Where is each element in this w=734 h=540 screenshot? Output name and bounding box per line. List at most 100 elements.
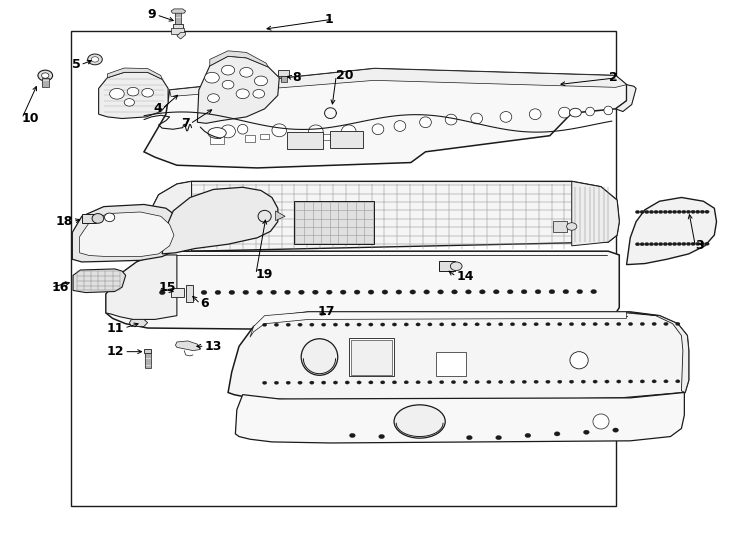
- Circle shape: [205, 72, 219, 83]
- Text: 18: 18: [56, 215, 73, 228]
- Polygon shape: [107, 68, 162, 79]
- Circle shape: [229, 290, 235, 294]
- Text: 2: 2: [609, 71, 618, 84]
- Ellipse shape: [221, 125, 236, 138]
- Bar: [553, 220, 567, 232]
- Bar: [277, 70, 289, 76]
- Circle shape: [379, 434, 385, 438]
- Circle shape: [644, 242, 649, 246]
- Text: 17: 17: [317, 306, 335, 319]
- Circle shape: [333, 323, 338, 326]
- Ellipse shape: [470, 113, 482, 124]
- Circle shape: [593, 322, 597, 326]
- Ellipse shape: [593, 414, 609, 429]
- Circle shape: [382, 290, 388, 294]
- Circle shape: [222, 80, 234, 89]
- Circle shape: [664, 380, 668, 383]
- Circle shape: [584, 430, 589, 434]
- Polygon shape: [250, 312, 627, 337]
- Circle shape: [416, 381, 421, 384]
- Text: 12: 12: [106, 345, 124, 358]
- Circle shape: [636, 211, 640, 214]
- Circle shape: [357, 323, 361, 326]
- Ellipse shape: [372, 124, 384, 134]
- Circle shape: [424, 290, 429, 294]
- Circle shape: [636, 242, 640, 246]
- Circle shape: [428, 381, 432, 384]
- Circle shape: [345, 381, 349, 384]
- Ellipse shape: [394, 405, 446, 438]
- Circle shape: [677, 210, 681, 213]
- Circle shape: [675, 380, 680, 383]
- Circle shape: [640, 380, 644, 383]
- Circle shape: [437, 290, 443, 294]
- Text: 19: 19: [256, 268, 273, 281]
- Circle shape: [345, 323, 349, 326]
- Circle shape: [201, 291, 207, 295]
- Polygon shape: [144, 69, 627, 168]
- Polygon shape: [98, 72, 168, 118]
- Circle shape: [349, 433, 355, 437]
- Bar: [288, 133, 299, 140]
- Circle shape: [554, 431, 560, 436]
- Circle shape: [675, 322, 680, 326]
- Ellipse shape: [308, 125, 323, 138]
- Text: 15: 15: [159, 281, 176, 294]
- Text: 4: 4: [153, 103, 162, 116]
- Text: 7: 7: [181, 117, 190, 130]
- Circle shape: [208, 94, 219, 103]
- Circle shape: [487, 323, 491, 326]
- Circle shape: [173, 291, 179, 295]
- Circle shape: [275, 381, 279, 384]
- Bar: [210, 136, 225, 144]
- Circle shape: [222, 65, 235, 75]
- Bar: [171, 288, 184, 297]
- Circle shape: [285, 290, 291, 294]
- Circle shape: [570, 109, 581, 117]
- Polygon shape: [627, 198, 716, 265]
- Bar: [330, 131, 363, 147]
- Circle shape: [333, 381, 338, 384]
- Circle shape: [581, 322, 586, 326]
- Circle shape: [700, 242, 705, 246]
- Bar: [144, 349, 151, 353]
- Circle shape: [663, 242, 667, 246]
- Polygon shape: [144, 181, 619, 251]
- Circle shape: [510, 380, 515, 383]
- Circle shape: [628, 380, 633, 383]
- Circle shape: [321, 323, 326, 326]
- Circle shape: [654, 242, 658, 246]
- Text: 6: 6: [200, 298, 209, 310]
- Circle shape: [299, 290, 305, 294]
- Circle shape: [310, 381, 314, 384]
- Circle shape: [357, 381, 361, 384]
- Circle shape: [215, 291, 221, 295]
- Bar: [286, 132, 323, 149]
- Circle shape: [677, 242, 681, 246]
- Circle shape: [392, 381, 396, 384]
- Text: 1: 1: [324, 12, 333, 25]
- Circle shape: [522, 322, 526, 326]
- Circle shape: [475, 323, 479, 326]
- Circle shape: [682, 242, 686, 246]
- Circle shape: [617, 380, 621, 383]
- Circle shape: [546, 380, 550, 383]
- Circle shape: [298, 323, 302, 326]
- Circle shape: [705, 242, 709, 245]
- Polygon shape: [627, 312, 688, 393]
- Circle shape: [700, 210, 705, 213]
- Circle shape: [705, 210, 709, 213]
- Circle shape: [696, 242, 700, 246]
- Circle shape: [286, 381, 291, 384]
- Circle shape: [243, 290, 249, 294]
- Circle shape: [396, 290, 401, 294]
- Circle shape: [428, 323, 432, 326]
- Ellipse shape: [570, 352, 588, 369]
- Circle shape: [310, 323, 314, 326]
- Bar: [280, 76, 286, 82]
- Polygon shape: [171, 9, 186, 13]
- Bar: [294, 201, 374, 244]
- Circle shape: [498, 380, 503, 383]
- Circle shape: [275, 323, 279, 326]
- Circle shape: [286, 323, 291, 326]
